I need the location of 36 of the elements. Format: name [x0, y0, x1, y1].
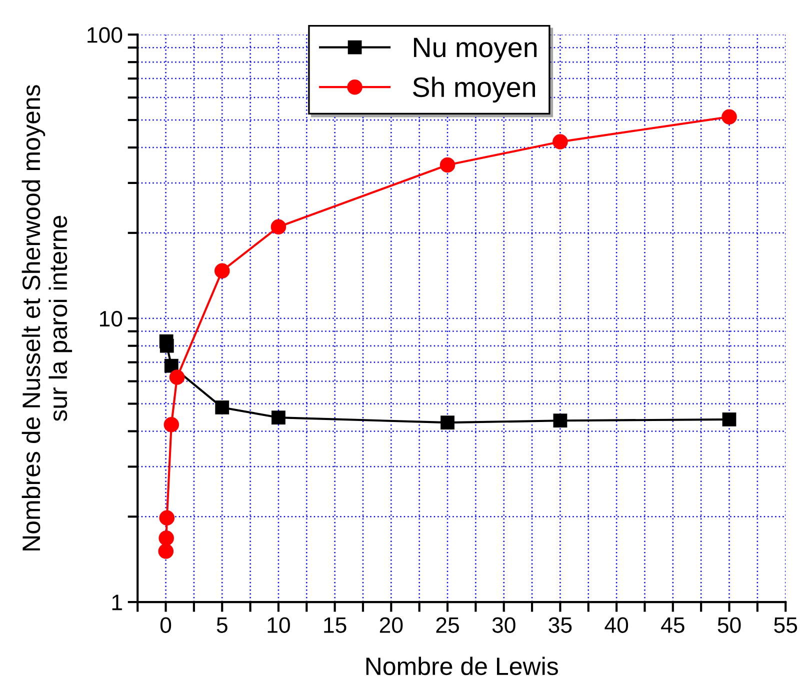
point	[160, 338, 174, 353]
x-tick-label: 20	[380, 617, 403, 633]
point	[158, 544, 174, 559]
point	[440, 416, 454, 430]
point	[164, 358, 178, 373]
point	[553, 414, 568, 428]
x-tick-label: 55	[774, 617, 798, 633]
point	[214, 263, 230, 278]
point	[159, 510, 175, 526]
point	[722, 412, 736, 426]
x-tick-label: 40	[604, 617, 628, 633]
point	[440, 157, 456, 173]
x-tick-label: 25	[436, 617, 459, 633]
x-tick-label: 5	[216, 617, 228, 633]
x-tick-label: 30	[492, 617, 516, 633]
point	[164, 416, 180, 432]
x-tick-label: 15	[324, 617, 346, 633]
x-tick-label: 0	[160, 617, 172, 633]
legend-label: Nu moyen	[414, 38, 537, 63]
point	[552, 134, 568, 150]
point	[169, 370, 185, 385]
x-tick-label: 50	[718, 617, 741, 633]
point	[158, 530, 174, 546]
x-tick-label: 45	[661, 617, 684, 633]
point	[722, 109, 737, 124]
y-tick-label: 10	[100, 310, 122, 327]
x-tick-label: 35	[548, 617, 572, 633]
point	[270, 219, 286, 235]
point	[215, 400, 230, 414]
legend-label: Sh moyen	[413, 76, 535, 103]
y-axis-title: Nombres de Nusselt et Sherwood moyens sur la paroi interne	[22, 85, 72, 550]
point	[272, 410, 286, 424]
x-tick-label: 10	[268, 617, 290, 633]
y-tick-label: 100	[88, 27, 122, 43]
x-axis-title: Nombre de Lewis	[366, 656, 558, 676]
y-tick-label: 1	[112, 594, 122, 610]
